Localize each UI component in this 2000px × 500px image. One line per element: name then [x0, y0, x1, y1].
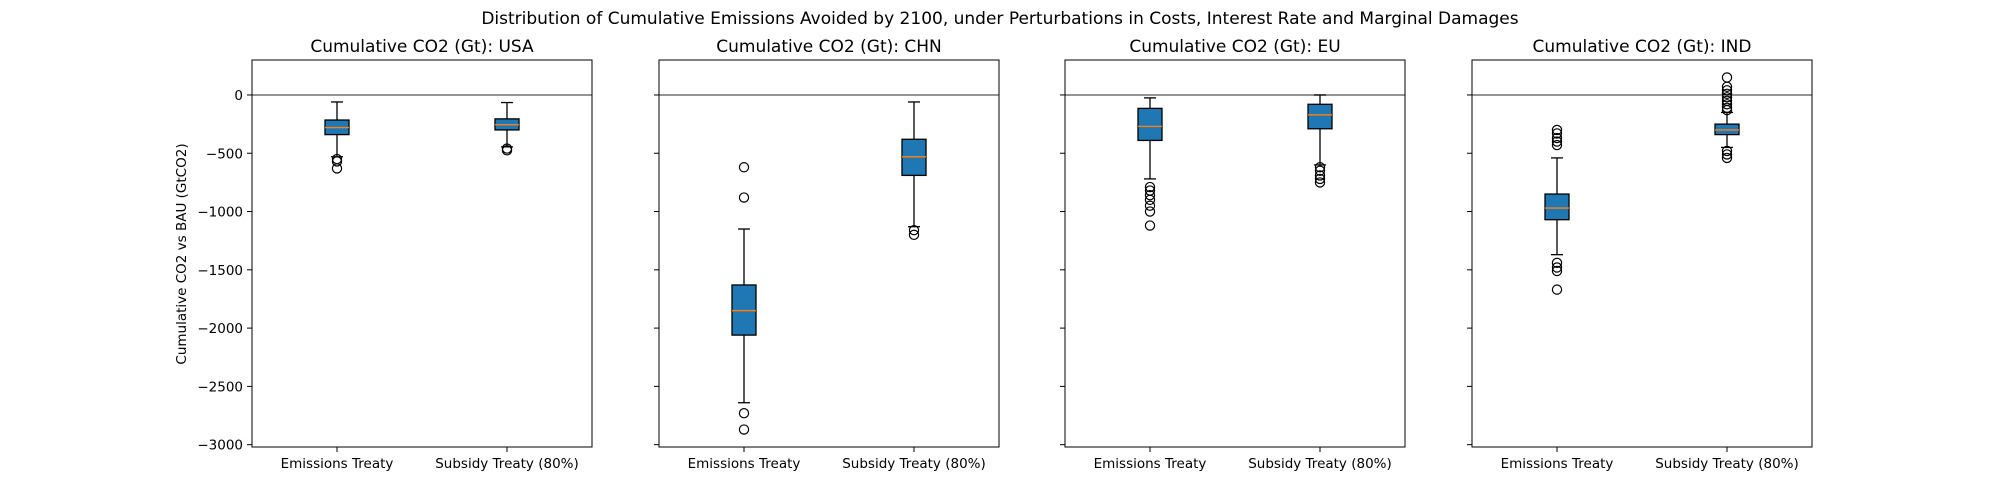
axes-frame: [1471, 59, 1813, 448]
outlier-point: [1314, 177, 1326, 188]
outlier-point: [1551, 284, 1563, 295]
box-1: [1307, 94, 1333, 188]
outlier-point: [1144, 181, 1156, 193]
outlier-point: [738, 407, 750, 419]
y-tick-label: 0: [234, 88, 243, 104]
y-tick-label: −2500: [197, 379, 243, 395]
x-tick-label: Emissions Treaty: [1501, 456, 1614, 472]
outlier-point: [1144, 190, 1156, 201]
outlier-point: [1721, 145, 1733, 157]
outlier-point: [1551, 136, 1563, 147]
outlier-point: [1144, 194, 1156, 206]
y-tick-label: −1000: [197, 205, 243, 221]
outlier-point: [1551, 132, 1563, 144]
x-tick-label: Subsidy Treaty (80%): [842, 456, 986, 472]
panel-title: Cumulative CO2 (Gt): USA: [310, 37, 534, 57]
outlier-point: [1721, 81, 1733, 93]
outlier-point: [331, 163, 343, 174]
outlier-point: [908, 229, 920, 241]
outlier-point: [1551, 257, 1563, 269]
y-axis-label: Cumulative CO2 vs BAU (GtCO2): [174, 143, 190, 364]
outlier-point: [331, 156, 343, 167]
outlier-point: [1721, 104, 1733, 116]
outlier-point: [1551, 139, 1563, 151]
panel-2: Cumulative CO2 (Gt): EU Emissions Treaty S…: [1060, 37, 1406, 472]
panel-title: Cumulative CO2 (Gt): IND: [1533, 37, 1752, 57]
outlier-point: [1721, 92, 1733, 103]
outlier-point: [1551, 124, 1563, 136]
box-0: [1137, 97, 1163, 231]
outlier-point: [1721, 99, 1733, 110]
y-tick-label: −500: [206, 146, 243, 162]
outlier-point: [1721, 152, 1733, 164]
outlier-point: [1314, 162, 1326, 173]
outlier-point: [1144, 200, 1156, 211]
outlier-point: [501, 145, 513, 156]
outlier-point: [1144, 220, 1156, 231]
x-tick-label: Emissions Treaty: [688, 456, 801, 472]
x-tick-label: Emissions Treaty: [1094, 456, 1207, 472]
outlier-point: [738, 162, 750, 173]
x-tick-label: Subsidy Treaty (80%): [1655, 456, 1799, 472]
outlier-point: [1721, 149, 1733, 160]
panel-1: Cumulative CO2 (Gt): CHN Emissions Treaty…: [654, 37, 1000, 472]
axes-frame: [251, 59, 593, 448]
outlier-point: [1144, 206, 1156, 217]
outlier-point: [1314, 173, 1326, 185]
panel-title: Cumulative CO2 (Gt): CHN: [716, 37, 942, 57]
panel-3: Cumulative CO2 (Gt): IND Emissions Treaty…: [1467, 37, 1813, 472]
box-0: [1544, 124, 1570, 295]
outlier-point: [738, 424, 750, 435]
y-tick-label: −1500: [197, 263, 243, 279]
y-tick-label: −2000: [197, 321, 243, 337]
interquartile-box: [1137, 107, 1163, 142]
outlier-point: [1551, 128, 1563, 139]
panel-title: Cumulative CO2 (Gt): EU: [1129, 37, 1340, 57]
box-0: [324, 101, 350, 174]
box-0: [731, 162, 757, 435]
outlier-point: [908, 224, 920, 236]
outlier-point: [1314, 170, 1326, 181]
panels: Cumulative CO2 (Gt): USA 0 −500 −1000 −1500 −…: [197, 37, 1813, 472]
box-1: [1714, 72, 1740, 164]
outlier-point: [738, 192, 750, 203]
outlier-point: [1314, 165, 1326, 176]
x-tick-label: Emissions Treaty: [281, 456, 394, 472]
box-1: [901, 101, 927, 241]
outlier-point: [1721, 88, 1733, 100]
outlier-point: [1551, 262, 1563, 273]
outlier-point: [1721, 72, 1733, 83]
x-tick-label: Subsidy Treaty (80%): [435, 456, 579, 472]
x-tick-label: Subsidy Treaty (80%): [1248, 456, 1392, 472]
outlier-point: [1551, 265, 1563, 277]
figure-title: Distribution of Cumulative Emissions Avo…: [481, 9, 1518, 29]
y-tick-label: −3000: [197, 438, 243, 454]
outlier-point: [1721, 85, 1733, 96]
panel-0: Cumulative CO2 (Gt): USA 0 −500 −1000 −1500 −…: [197, 37, 593, 472]
axes-frame: [1064, 59, 1406, 448]
interquartile-box: [1307, 103, 1333, 130]
interquartile-box: [1544, 193, 1570, 221]
axes-frame: [658, 59, 1000, 448]
box-1: [494, 101, 520, 156]
